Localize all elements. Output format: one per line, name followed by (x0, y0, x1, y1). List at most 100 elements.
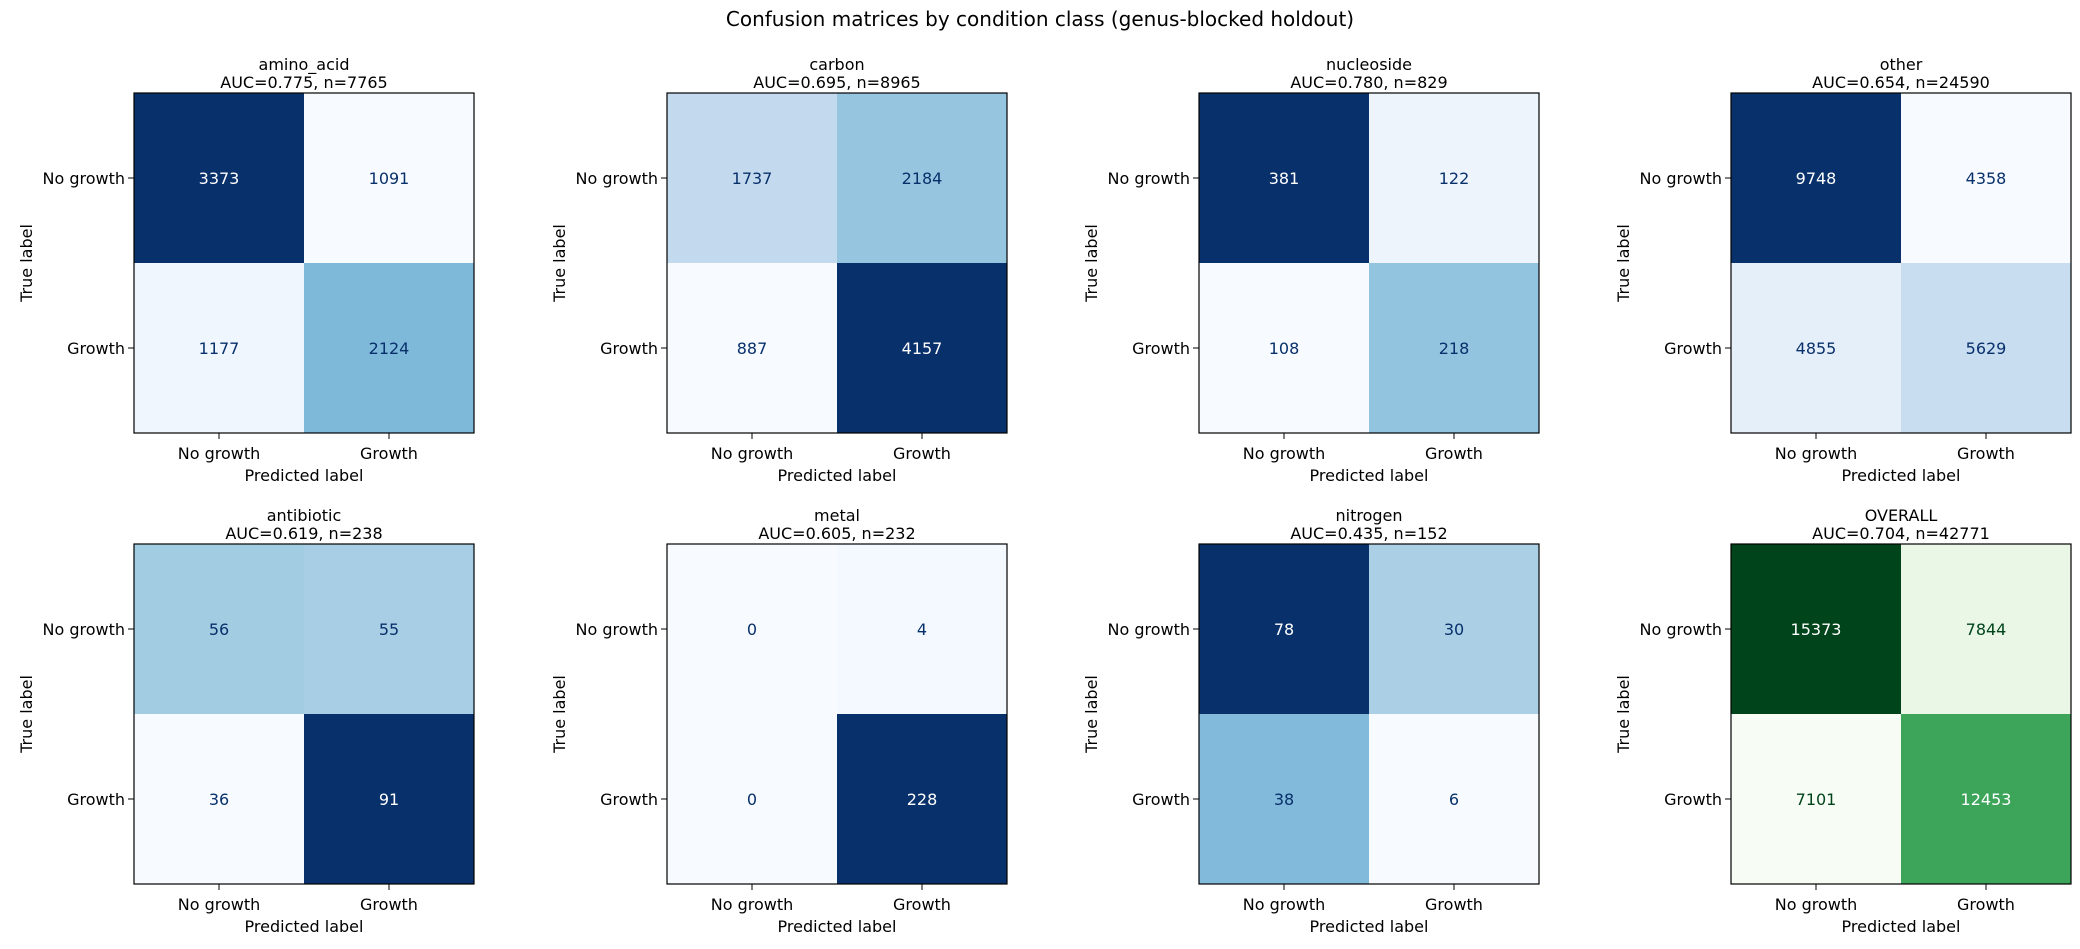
matrix-cell (134, 93, 304, 263)
y-tick-label: Growth (67, 790, 125, 809)
axes-frame (133, 92, 475, 434)
matrix-cell (667, 544, 837, 714)
panel-title: carbon (809, 55, 864, 74)
cell-value-label: 1091 (369, 169, 410, 188)
y-tick-label: No growth (575, 620, 658, 639)
panel-title: metal (814, 506, 860, 525)
matrix-cell (667, 714, 837, 884)
cell-value-label: 3373 (199, 169, 240, 188)
cell-value-label: 6 (1449, 790, 1459, 809)
matrix-cell (1369, 93, 1539, 263)
x-tick-label: Growth (360, 895, 418, 914)
axes-frame (1198, 543, 1540, 885)
matrix-cell (1369, 544, 1539, 714)
x-tick-label: Growth (1425, 444, 1483, 463)
y-axis-label: True label (1614, 224, 1633, 303)
panel-subtitle: AUC=0.780, n=829 (1290, 73, 1447, 92)
matrix-cell (837, 544, 1007, 714)
y-axis-label: True label (550, 224, 569, 303)
matrix-cell (1199, 544, 1369, 714)
matrix-cell (1731, 93, 1901, 263)
matrix-cell (304, 263, 474, 433)
matrix-cell (837, 714, 1007, 884)
matrix-cell (1901, 93, 2071, 263)
x-axis-label: Predicted label (1842, 917, 1961, 936)
y-tick-label: Growth (67, 339, 125, 358)
x-tick-label: Growth (360, 444, 418, 463)
x-tick-label: Growth (1957, 444, 2015, 463)
cell-value-label: 108 (1269, 339, 1300, 358)
matrix-cell (1199, 263, 1369, 433)
y-axis-label: True label (17, 224, 36, 303)
matrix-cell (1731, 714, 1901, 884)
y-tick-label: Growth (1132, 790, 1190, 809)
cell-value-label: 381 (1269, 169, 1300, 188)
x-axis-label: Predicted label (1310, 917, 1429, 936)
x-tick-label: Growth (893, 895, 951, 914)
panel-subtitle: AUC=0.775, n=7765 (220, 73, 387, 92)
cell-value-label: 15373 (1791, 620, 1842, 639)
cell-value-label: 4 (917, 620, 927, 639)
cell-value-label: 38 (1274, 790, 1294, 809)
y-tick-label: Growth (1664, 790, 1722, 809)
y-tick-label: No growth (1639, 620, 1722, 639)
cell-value-label: 218 (1439, 339, 1470, 358)
axes-frame (1730, 92, 2072, 434)
y-tick-label: No growth (1107, 620, 1190, 639)
x-axis-label: Predicted label (778, 917, 897, 936)
matrix-cell (1901, 263, 2071, 433)
matrix-cell (134, 714, 304, 884)
cell-value-label: 1737 (732, 169, 773, 188)
figure-suptitle: Confusion matrices by condition class (g… (726, 7, 1354, 31)
cell-value-label: 7101 (1796, 790, 1837, 809)
x-tick-label: No growth (711, 444, 794, 463)
cell-value-label: 30 (1444, 620, 1464, 639)
x-tick-label: Growth (893, 444, 951, 463)
cell-value-label: 0 (747, 790, 757, 809)
panel-subtitle: AUC=0.654, n=24590 (1812, 73, 1990, 92)
x-tick-label: No growth (178, 895, 261, 914)
matrix-cell (134, 263, 304, 433)
x-tick-label: No growth (178, 444, 261, 463)
x-axis-label: Predicted label (1310, 466, 1429, 485)
x-tick-label: Growth (1425, 895, 1483, 914)
y-tick-label: No growth (1107, 169, 1190, 188)
cell-value-label: 12453 (1961, 790, 2012, 809)
panel-subtitle: AUC=0.435, n=152 (1290, 524, 1447, 543)
y-tick-label: Growth (1132, 339, 1190, 358)
matrix-cell (1731, 544, 1901, 714)
x-axis-label: Predicted label (245, 466, 364, 485)
cell-value-label: 228 (907, 790, 938, 809)
y-axis-label: True label (1082, 675, 1101, 754)
x-tick-label: No growth (1775, 444, 1858, 463)
panel-subtitle: AUC=0.704, n=42771 (1812, 524, 1990, 543)
matrix-cell (837, 263, 1007, 433)
panel-subtitle: AUC=0.605, n=232 (758, 524, 915, 543)
y-axis-label: True label (1614, 675, 1633, 754)
panel-title: other (1880, 55, 1923, 74)
cell-value-label: 55 (379, 620, 399, 639)
cell-value-label: 887 (737, 339, 768, 358)
y-tick-label: Growth (600, 790, 658, 809)
y-tick-label: No growth (42, 169, 125, 188)
cell-value-label: 1177 (199, 339, 240, 358)
y-tick-label: No growth (1639, 169, 1722, 188)
matrix-cell (1369, 714, 1539, 884)
cell-value-label: 7844 (1966, 620, 2007, 639)
y-axis-label: True label (550, 675, 569, 754)
matrix-cell (837, 93, 1007, 263)
x-axis-label: Predicted label (245, 917, 364, 936)
cell-value-label: 4157 (902, 339, 943, 358)
x-tick-label: No growth (711, 895, 794, 914)
cell-value-label: 4358 (1966, 169, 2007, 188)
y-axis-label: True label (1082, 224, 1101, 303)
axes-frame (1198, 92, 1540, 434)
x-axis-label: Predicted label (778, 466, 897, 485)
cell-value-label: 9748 (1796, 169, 1837, 188)
